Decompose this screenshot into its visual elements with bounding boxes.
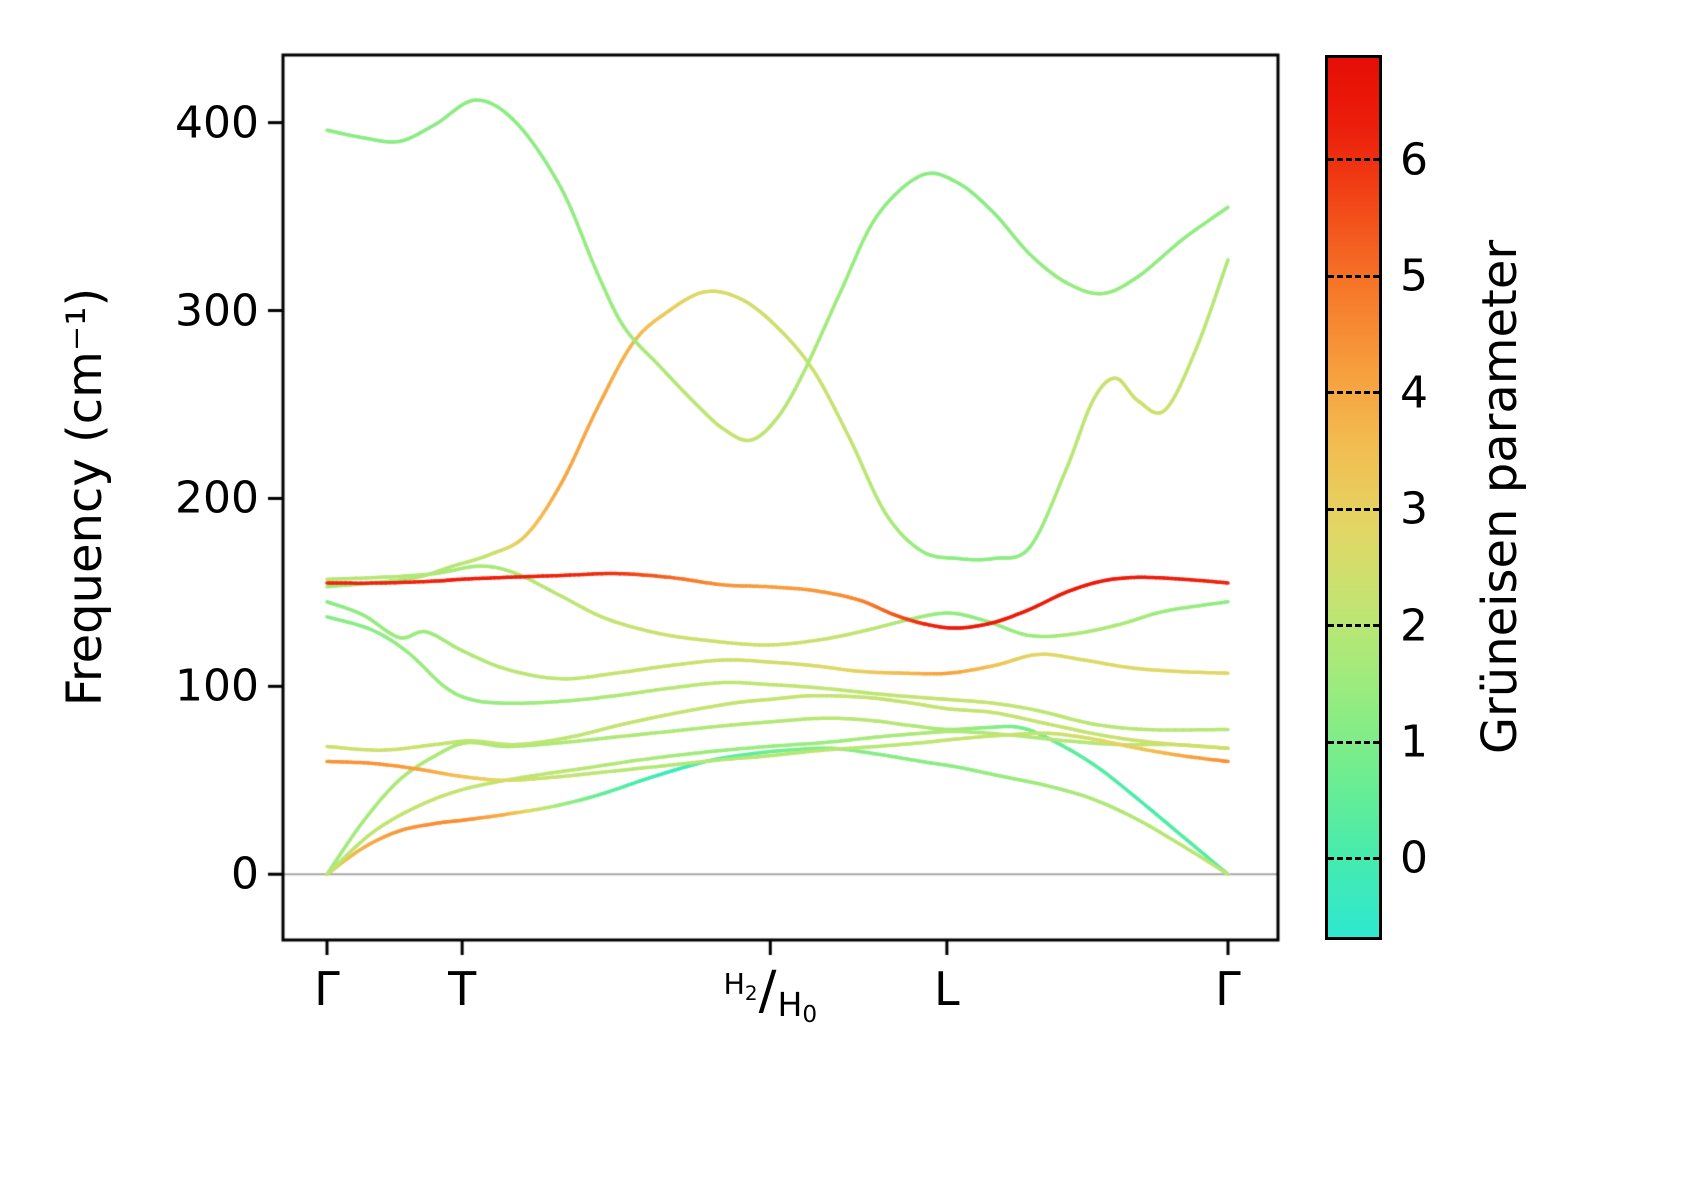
h2-label: H2 [723,968,758,1005]
x-tick-label-gamma-right: Γ [1215,962,1241,1016]
y-tick-label: 200 [175,472,259,524]
x-tick-label-t: T [448,962,477,1016]
x-tick-label-l: L [934,962,960,1016]
y-tick-label: 0 [231,848,259,900]
colorbar-tick-line [1328,274,1379,278]
colorbar-label-text: Grüneisen parameter [1472,239,1528,755]
h0-label: H0 [777,984,818,1029]
colorbar-tick-label: 2 [1400,600,1428,652]
colorbar-tick-label: 1 [1400,716,1428,768]
h-slash: / [758,959,777,1021]
colorbar-tick-label: 4 [1400,367,1428,419]
colorbar-tick-label: 5 [1400,250,1428,302]
colorbar-tick-line [1328,856,1379,860]
colorbar-gradient [1328,58,1379,937]
colorbar-tick-label: 3 [1400,483,1428,535]
colorbar-tick-label: 0 [1400,832,1428,884]
colorbar-tick-line [1328,624,1379,628]
colorbar [1325,55,1382,940]
colorbar-tick-label: 6 [1400,134,1428,186]
y-tick-label: 100 [175,660,259,712]
y-tick-label: 400 [175,97,259,149]
colorbar-tick-line [1328,391,1379,395]
colorbar-label: Grüneisen parameter [1472,240,1528,754]
x-tick-label-gamma-left: Γ [314,962,340,1016]
colorbar-tick-line [1328,740,1379,744]
colorbar-tick-line [1328,507,1379,511]
x-tick-label-h2-h0: H2/H0 [723,959,818,1029]
colorbar-tick-line [1328,158,1379,162]
y-axis-label: Frequency (cm⁻¹) [57,288,113,706]
y-tick-label: 300 [175,285,259,337]
y-axis-label-text: Frequency (cm⁻¹) [57,287,113,707]
